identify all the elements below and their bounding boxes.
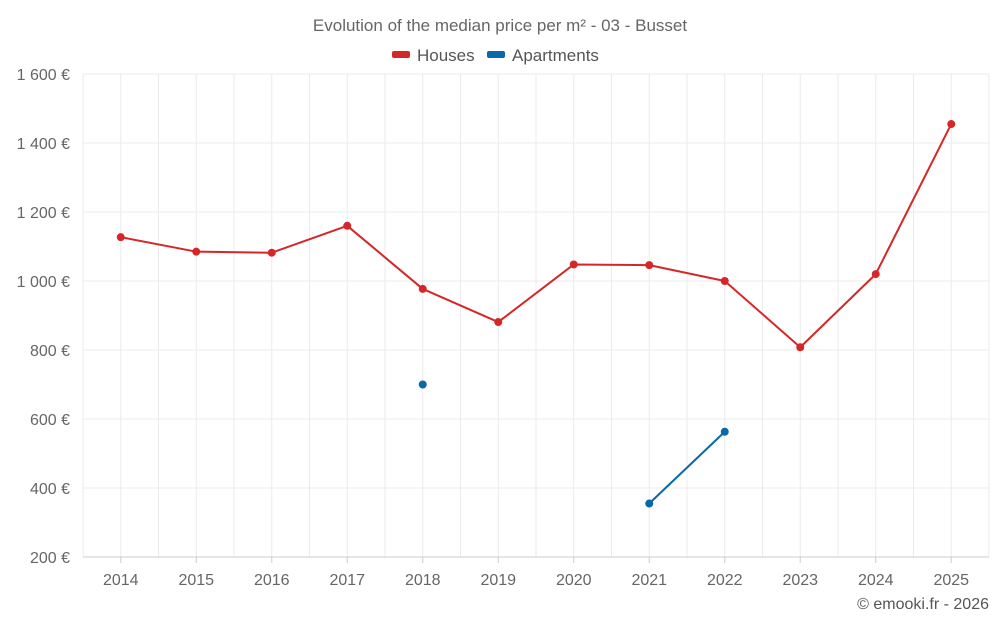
y-tick-label: 800 € <box>30 343 70 360</box>
x-tick-label: 2020 <box>556 572 592 589</box>
data-point[interactable] <box>267 248 276 257</box>
x-tick-label: 2014 <box>103 572 139 589</box>
data-point[interactable] <box>720 277 729 285</box>
x-tick-label: 2023 <box>782 572 818 589</box>
series-apartments <box>418 380 729 508</box>
data-point[interactable] <box>645 261 654 270</box>
x-tick-label: 2024 <box>858 572 894 589</box>
y-tick-label: 1 600 € <box>17 67 70 84</box>
series-houses <box>116 120 956 352</box>
y-axis: 200 € 400 € 600 € 800 € 1 000 € 1 200 € 1 400 … <box>17 67 70 567</box>
data-point[interactable] <box>494 318 503 327</box>
data-point[interactable] <box>116 233 125 242</box>
credit-text: © emooki.fr - 2026 <box>857 596 989 613</box>
data-point[interactable] <box>192 247 201 256</box>
y-tick-label: 600 € <box>30 412 70 429</box>
y-tick-label: 400 € <box>30 481 70 498</box>
legend: Houses Apartments <box>392 46 599 65</box>
x-tick-label: 2022 <box>707 572 743 589</box>
legend-label: Houses <box>417 46 475 65</box>
data-point[interactable] <box>418 380 427 389</box>
data-point[interactable] <box>645 499 654 508</box>
data-point[interactable] <box>871 270 880 279</box>
x-axis: 2014 2015 2016 2017 2018 2019 2020 2021 2022 2023… <box>103 557 969 589</box>
x-tick-label: 2017 <box>329 572 365 589</box>
x-tick-label: 2019 <box>480 572 516 589</box>
x-tick-label: 2021 <box>631 572 667 589</box>
data-point[interactable] <box>796 343 805 352</box>
data-point[interactable] <box>418 284 427 293</box>
series-line <box>648 431 726 505</box>
series-layer <box>116 120 956 508</box>
data-point[interactable] <box>569 260 578 269</box>
grid <box>82 73 990 558</box>
legend-swatch <box>392 51 410 58</box>
legend-swatch <box>487 51 505 58</box>
x-tick-label: 2018 <box>405 572 441 589</box>
data-point[interactable] <box>343 221 352 230</box>
legend-item-apartments[interactable]: Apartments <box>487 46 599 65</box>
y-tick-label: 1 200 € <box>17 205 70 222</box>
y-tick-label: 200 € <box>30 550 70 567</box>
chart-title: Evolution of the median price per m² - 0… <box>313 16 687 35</box>
series-line <box>120 123 953 349</box>
data-point[interactable] <box>947 120 956 129</box>
y-tick-label: 1 000 € <box>17 274 70 291</box>
x-tick-label: 2016 <box>254 572 290 589</box>
x-tick-label: 2025 <box>933 572 969 589</box>
y-tick-label: 1 400 € <box>17 136 70 153</box>
x-tick-label: 2015 <box>178 572 214 589</box>
legend-label: Apartments <box>512 46 599 65</box>
data-point[interactable] <box>720 427 729 436</box>
legend-item-houses[interactable]: Houses <box>392 46 475 65</box>
